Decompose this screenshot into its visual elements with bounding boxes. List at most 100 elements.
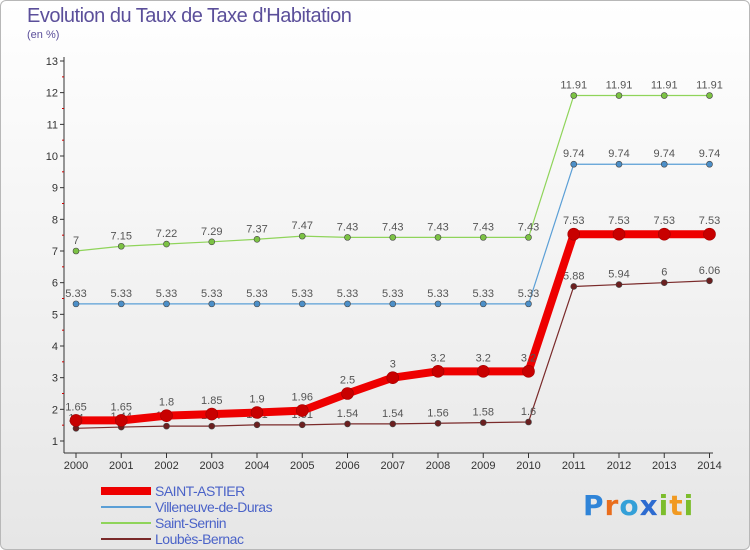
data-point — [344, 234, 351, 241]
y-tick-label: 13 — [46, 56, 58, 68]
data-label: 5.94 — [608, 269, 629, 281]
legend-label: SAINT-ASTIER — [155, 483, 245, 499]
y-tick-label: 1 — [52, 436, 58, 448]
data-point — [163, 422, 170, 430]
legend-swatch — [101, 487, 151, 495]
data-label: 6 — [661, 267, 667, 279]
y-tick-label: 6 — [52, 278, 58, 290]
data-label: 11.91 — [651, 80, 678, 92]
data-label: 1.96 — [292, 392, 313, 404]
data-point — [298, 421, 306, 429]
data-point — [114, 414, 128, 427]
data-point — [386, 371, 400, 384]
data-label: 5.33 — [427, 288, 448, 300]
y-tick-label: 3 — [52, 373, 58, 385]
chart-title: Evolution du Taux de Taxe d'Habitation — [27, 5, 352, 27]
data-point — [205, 407, 219, 421]
data-label: 5.33 — [246, 288, 267, 300]
data-point — [298, 300, 306, 308]
x-tick-label: 2004 — [245, 460, 269, 472]
data-point — [525, 418, 532, 426]
legend-label: Saint-Sernin — [155, 515, 227, 531]
data-label: 7.53 — [563, 215, 584, 227]
x-tick-label: 2003 — [200, 460, 224, 472]
data-label: 5.33 — [65, 288, 86, 300]
data-point — [434, 419, 442, 427]
data-point — [389, 300, 397, 308]
data-point — [69, 414, 83, 427]
data-label: 9.74 — [608, 148, 629, 160]
data-label: 1.56 — [427, 407, 448, 419]
data-point — [657, 227, 671, 241]
data-label: 7.43 — [337, 221, 358, 233]
data-point — [389, 420, 397, 428]
data-label: 1.65 — [65, 401, 86, 413]
data-point — [525, 300, 532, 308]
x-tick-label: 2011 — [562, 460, 586, 472]
data-point — [389, 234, 397, 241]
series-saint-astier: 1.65 1.65 1.8 1.85 1.9 1.96 2.5 3 3.2 3.2 3.2 7.53 7… — [65, 215, 720, 427]
data-point — [117, 300, 125, 308]
data-label: 9.74 — [654, 148, 675, 160]
data-label: 5.33 — [292, 288, 313, 300]
data-point — [570, 160, 578, 168]
data-label: 5.33 — [201, 288, 222, 300]
data-label: 7 — [73, 235, 79, 247]
data-label: 5.33 — [473, 288, 494, 300]
x-tick-label: 2010 — [516, 460, 540, 472]
data-label: 3.2 — [476, 352, 491, 364]
data-point — [706, 160, 713, 168]
data-point — [434, 234, 442, 241]
data-label: 7.15 — [111, 230, 132, 242]
data-label: 11.91 — [696, 80, 723, 92]
data-point — [72, 247, 80, 255]
data-point — [341, 387, 354, 400]
logo-letter: t — [669, 489, 684, 522]
data-label: 2.5 — [340, 375, 355, 387]
x-tick-label: 2001 — [109, 460, 133, 472]
y-tick-label: 10 — [46, 151, 58, 163]
data-point — [208, 422, 216, 430]
data-label: 11.91 — [606, 80, 633, 92]
data-point — [615, 92, 623, 99]
data-label: 9.74 — [699, 148, 720, 160]
data-point — [298, 232, 306, 240]
x-tick-label: 2006 — [335, 460, 359, 472]
data-label: 7.53 — [699, 215, 720, 227]
data-point — [431, 365, 445, 378]
data-point — [660, 160, 668, 168]
data-point — [615, 160, 623, 168]
logo-letter: i — [683, 489, 695, 522]
data-label: 5.33 — [518, 288, 539, 300]
y-tick-label: 4 — [52, 341, 58, 353]
data-point — [660, 92, 668, 99]
data-label: 7.43 — [427, 221, 448, 233]
series-line — [72, 230, 714, 425]
y-tick-label: 9 — [52, 183, 58, 195]
logo-letter: r — [604, 489, 620, 522]
x-tick-label: 2000 — [64, 460, 88, 472]
data-label: 6.06 — [699, 265, 720, 277]
series-saint-sernin: 7 7.15 7.22 7.29 7.37 7.47 7.43 7.43 7.43 7.43 7.4… — [72, 80, 723, 255]
chart-unit: (en %) — [27, 29, 60, 41]
data-label: 3.2 — [521, 352, 536, 364]
x-tick-label: 2012 — [607, 460, 631, 472]
data-point — [570, 92, 578, 99]
data-label: 1.65 — [111, 401, 132, 413]
x-tick-label: 2009 — [471, 460, 495, 472]
y-tick-label: 11 — [47, 119, 58, 131]
data-label: 7.43 — [518, 221, 539, 233]
logo-letter: o — [619, 489, 640, 522]
data-label: 1.9 — [249, 394, 264, 406]
logo-letter: x — [639, 489, 659, 522]
data-label: 7.43 — [473, 221, 494, 233]
y-tick-label: 5 — [52, 309, 58, 321]
x-tick-label: 2013 — [652, 460, 676, 472]
legend-swatch — [101, 538, 151, 540]
x-tick-label: 2014 — [697, 460, 721, 472]
data-point — [706, 92, 713, 99]
data-point — [434, 300, 442, 308]
data-point — [117, 242, 125, 250]
data-point — [567, 227, 581, 241]
data-point — [253, 235, 261, 243]
